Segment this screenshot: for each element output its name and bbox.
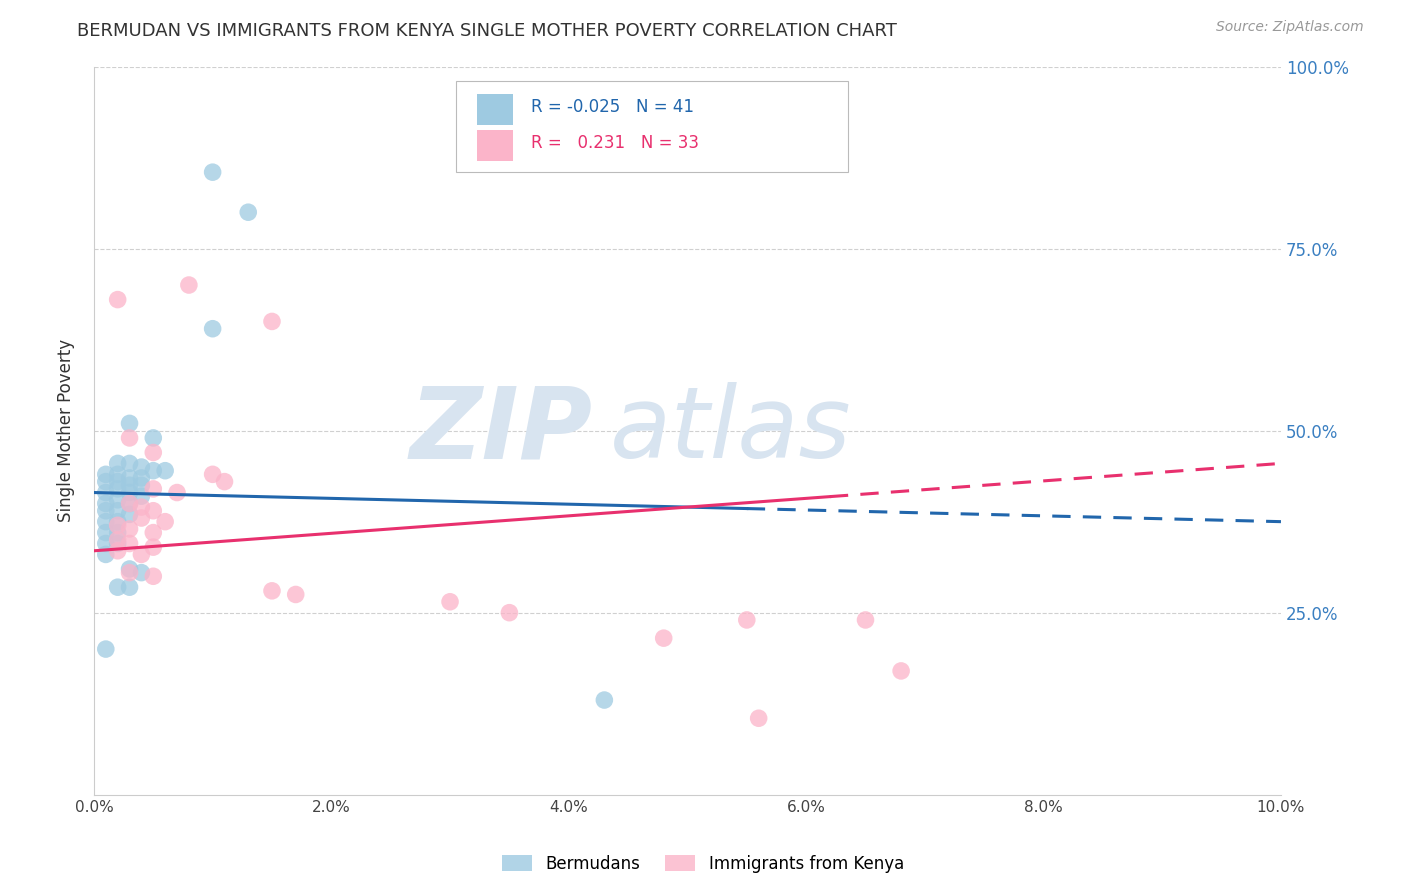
Point xyxy=(107,536,129,550)
Point xyxy=(142,431,165,445)
Point xyxy=(118,417,141,431)
Text: R = -0.025   N = 41: R = -0.025 N = 41 xyxy=(530,98,693,116)
Point xyxy=(142,464,165,478)
Y-axis label: Single Mother Poverty: Single Mother Poverty xyxy=(58,339,75,522)
Point xyxy=(177,278,200,293)
Point xyxy=(498,606,520,620)
Point xyxy=(735,613,758,627)
Point xyxy=(153,515,176,529)
Point xyxy=(107,525,129,540)
Point xyxy=(107,533,129,547)
Point xyxy=(142,540,165,554)
Point xyxy=(201,165,224,179)
Bar xyxy=(478,130,513,161)
Text: atlas: atlas xyxy=(610,382,852,479)
Point xyxy=(131,460,153,475)
Bar xyxy=(456,81,848,172)
Text: Source: ZipAtlas.com: Source: ZipAtlas.com xyxy=(1216,20,1364,34)
Point xyxy=(107,504,129,518)
Point xyxy=(118,536,141,550)
Point xyxy=(118,478,141,492)
Point xyxy=(214,475,236,489)
Point xyxy=(118,580,141,594)
Point xyxy=(748,711,770,725)
Point xyxy=(107,518,129,533)
Point xyxy=(94,642,117,657)
Point xyxy=(107,475,129,489)
Point xyxy=(652,631,675,645)
Point xyxy=(94,475,117,489)
Legend: Bermudans, Immigrants from Kenya: Bermudans, Immigrants from Kenya xyxy=(495,848,911,880)
Point xyxy=(118,522,141,536)
Point xyxy=(593,693,616,707)
Point xyxy=(166,485,188,500)
Point xyxy=(142,482,165,496)
Point xyxy=(94,515,117,529)
Point xyxy=(238,205,260,219)
Point xyxy=(142,569,165,583)
Point xyxy=(260,314,283,328)
Point xyxy=(118,496,141,510)
Point xyxy=(107,543,129,558)
Point xyxy=(131,511,153,525)
Point xyxy=(439,595,461,609)
Point xyxy=(94,496,117,510)
Point xyxy=(118,562,141,576)
Point xyxy=(153,464,176,478)
Point xyxy=(142,525,165,540)
Point xyxy=(107,457,129,471)
Point xyxy=(131,566,153,580)
Point xyxy=(94,467,117,482)
Point xyxy=(131,548,153,562)
Point xyxy=(94,536,117,550)
Point xyxy=(107,492,129,507)
Point xyxy=(142,445,165,459)
Point xyxy=(131,478,153,492)
Point xyxy=(118,471,141,485)
Point xyxy=(107,293,129,307)
Text: R =   0.231   N = 33: R = 0.231 N = 33 xyxy=(530,135,699,153)
Point xyxy=(201,467,224,482)
Point xyxy=(107,482,129,496)
Point xyxy=(131,500,153,514)
Text: ZIP: ZIP xyxy=(409,382,592,479)
Point xyxy=(142,504,165,518)
Point xyxy=(890,664,912,678)
Point xyxy=(118,508,141,522)
Point xyxy=(118,566,141,580)
Point xyxy=(118,496,141,510)
Point xyxy=(855,613,877,627)
Point xyxy=(201,322,224,336)
Point xyxy=(107,515,129,529)
Point xyxy=(118,485,141,500)
Text: BERMUDAN VS IMMIGRANTS FROM KENYA SINGLE MOTHER POVERTY CORRELATION CHART: BERMUDAN VS IMMIGRANTS FROM KENYA SINGLE… xyxy=(77,22,897,40)
Point xyxy=(260,583,283,598)
Bar xyxy=(478,95,513,125)
Point xyxy=(94,548,117,562)
Point xyxy=(107,580,129,594)
Point xyxy=(94,485,117,500)
Point xyxy=(94,504,117,518)
Point xyxy=(131,471,153,485)
Point xyxy=(284,587,307,601)
Point xyxy=(107,467,129,482)
Point xyxy=(131,489,153,503)
Point xyxy=(94,525,117,540)
Point xyxy=(118,431,141,445)
Point xyxy=(118,457,141,471)
